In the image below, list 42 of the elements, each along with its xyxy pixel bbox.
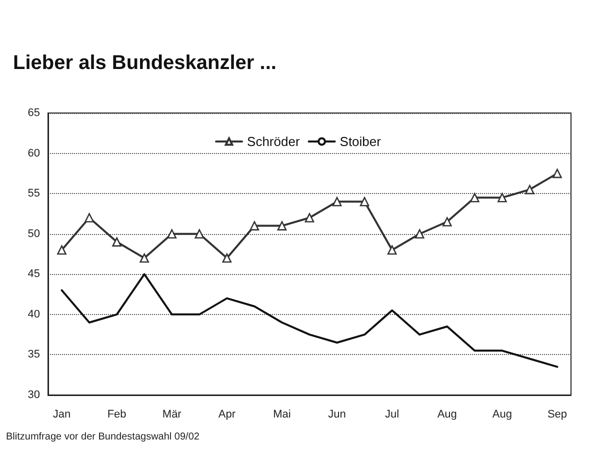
x-tick-label: Jan (52, 408, 71, 420)
point (57, 245, 66, 255)
point (84, 213, 94, 222)
point (167, 229, 177, 239)
y-tick-label: 35 (28, 348, 40, 361)
y-tick-label: 30 (28, 389, 40, 401)
point (552, 168, 562, 178)
point (470, 192, 480, 202)
legend-label: Schröder (247, 134, 300, 149)
x-tick-label: Feb (107, 408, 126, 420)
point (277, 221, 287, 230)
point (304, 213, 314, 222)
point (250, 221, 260, 230)
x-tick-label: Jun (328, 408, 346, 420)
x-tick-label: Sep (547, 408, 568, 420)
y-tick-label: 50 (28, 228, 40, 240)
chart-title: Lieber als Bundeskanzler ... (13, 52, 276, 74)
point (498, 192, 507, 202)
point (222, 253, 232, 263)
point (525, 184, 534, 194)
y-tick-label: 45 (28, 268, 40, 280)
y-tick-label: 40 (28, 308, 40, 320)
point (332, 196, 342, 206)
x-tick-label: Aug (437, 408, 457, 420)
point (414, 229, 424, 239)
legend-label: Stoiber (340, 134, 382, 149)
x-tick-label: Jul (385, 408, 400, 420)
point (387, 245, 397, 255)
point (112, 237, 122, 247)
x-tick-label: Aug (492, 408, 512, 420)
text: Blitzumfrage vor der Bundestagswahl 09/02 (6, 432, 200, 442)
y-tick-label: 60 (28, 147, 40, 160)
x-tick-label: Apr (218, 408, 236, 420)
point (140, 253, 149, 263)
x-tick-label: Mär (162, 408, 182, 420)
line-series (60, 273, 558, 368)
y-tick-label: 55 (28, 188, 40, 200)
point (442, 217, 452, 226)
point (360, 196, 370, 206)
y-tick-label: 65 (28, 107, 40, 119)
point (194, 229, 204, 239)
x-tick-label: Mai (273, 408, 291, 420)
